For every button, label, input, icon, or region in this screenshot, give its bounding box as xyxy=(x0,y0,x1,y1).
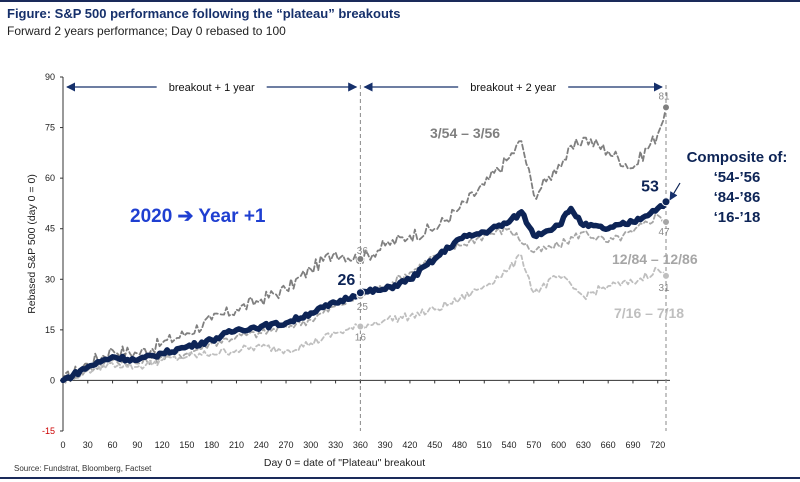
x-tick-label: 330 xyxy=(328,440,343,450)
x-tick-label: 180 xyxy=(204,440,219,450)
point-label: 36 xyxy=(357,246,369,257)
x-tick-label: 30 xyxy=(83,440,93,450)
x-tick-label: 720 xyxy=(650,440,665,450)
point-label: 53 xyxy=(641,179,659,196)
chart-axes: Day 0 = date of "Plateau" breakout Rebase… xyxy=(26,77,670,469)
x-tick-label: 600 xyxy=(551,440,566,450)
point-label: 47 xyxy=(658,227,670,238)
x-tick-label: 570 xyxy=(526,440,541,450)
point-label: 16 xyxy=(355,332,367,343)
y-tick-label: 45 xyxy=(45,224,55,234)
label-composite-line: ‘16-’18 xyxy=(714,209,761,226)
y-tick-label: 75 xyxy=(45,123,55,133)
label-series-1954: 3/54 – 3/56 xyxy=(430,125,500,141)
x-tick-label: 60 xyxy=(108,440,118,450)
x-tick-label: 240 xyxy=(254,440,269,450)
point-marker xyxy=(356,322,365,331)
x-tick-label: 540 xyxy=(502,440,517,450)
x-tick-label: 120 xyxy=(155,440,170,450)
x-tick-label: 480 xyxy=(452,440,467,450)
x-tick-label: 0 xyxy=(60,440,65,450)
x-tick-label: 630 xyxy=(576,440,591,450)
x-tick-label: 210 xyxy=(229,440,244,450)
y-tick-label: -15 xyxy=(42,426,55,436)
label-breakout-1yr: breakout + 1 year xyxy=(169,82,255,94)
label-breakout-2yr: breakout + 2 year xyxy=(470,82,556,94)
x-tick-label: 300 xyxy=(303,440,318,450)
point-marker xyxy=(356,255,365,264)
label-bg-2yr xyxy=(458,79,569,95)
x-tick-label: 690 xyxy=(625,440,640,450)
point-label: 81 xyxy=(658,91,670,102)
composite-pointer xyxy=(669,182,681,201)
x-tick-label: 660 xyxy=(601,440,616,450)
x-axis-label: Day 0 = date of "Plateau" breakout xyxy=(264,457,425,469)
point-marker xyxy=(662,271,670,280)
y-tick-label: 30 xyxy=(45,274,55,284)
chart-labels: 36 25 16 26 81 47 31 53 xyxy=(337,91,671,343)
x-tick-label: 90 xyxy=(132,440,142,450)
x-tick-label: 390 xyxy=(378,440,393,450)
label-composite-line: Composite of: xyxy=(687,149,788,166)
top-rule xyxy=(0,0,800,2)
label-bg-1yr xyxy=(156,79,267,95)
point-label: 25 xyxy=(357,302,369,313)
x-tick-label: 360 xyxy=(353,440,368,450)
y-tick-label: 15 xyxy=(45,325,55,335)
bottom-rule xyxy=(0,477,800,479)
source-note: Source: Fundstrat, Bloomberg, Factset xyxy=(14,464,152,473)
label-series-1984: 12/84 – 12/86 xyxy=(612,251,698,267)
label-composite-line: ‘84-’86 xyxy=(714,189,761,206)
x-tick-label: 420 xyxy=(402,440,417,450)
series-line-0 xyxy=(62,106,667,383)
x-tick-label: 450 xyxy=(427,440,442,450)
point-marker xyxy=(662,103,670,112)
y-tick-label: 60 xyxy=(45,173,55,183)
series-line-2 xyxy=(62,253,667,382)
figure-title: Figure: S&P 500 performance following th… xyxy=(7,6,401,21)
point-label: 31 xyxy=(658,283,670,294)
y-tick-label: 90 xyxy=(45,72,55,82)
x-tick-label: 150 xyxy=(179,440,194,450)
x-tick-label: 270 xyxy=(279,440,294,450)
figure-subtitle: Forward 2 years performance; Day 0 rebas… xyxy=(7,24,286,38)
point-marker xyxy=(662,217,670,226)
label-year-plus-1: 2020 ➔ Year +1 xyxy=(130,206,266,227)
chart-annotations: breakout + 1 year breakout + 2 year 3/54 –… xyxy=(66,79,788,321)
y-tick-label: 0 xyxy=(50,375,55,385)
x-tick-label: 510 xyxy=(477,440,492,450)
label-composite-line: ‘54-’56 xyxy=(714,169,761,186)
label-series-2016: 7/16 – 7/18 xyxy=(614,305,684,321)
point-marker xyxy=(661,197,671,207)
point-marker xyxy=(355,288,365,298)
point-label: 26 xyxy=(337,272,355,289)
y-axis-label: Rebased S&P 500 (day 0 = 0) xyxy=(26,174,38,314)
